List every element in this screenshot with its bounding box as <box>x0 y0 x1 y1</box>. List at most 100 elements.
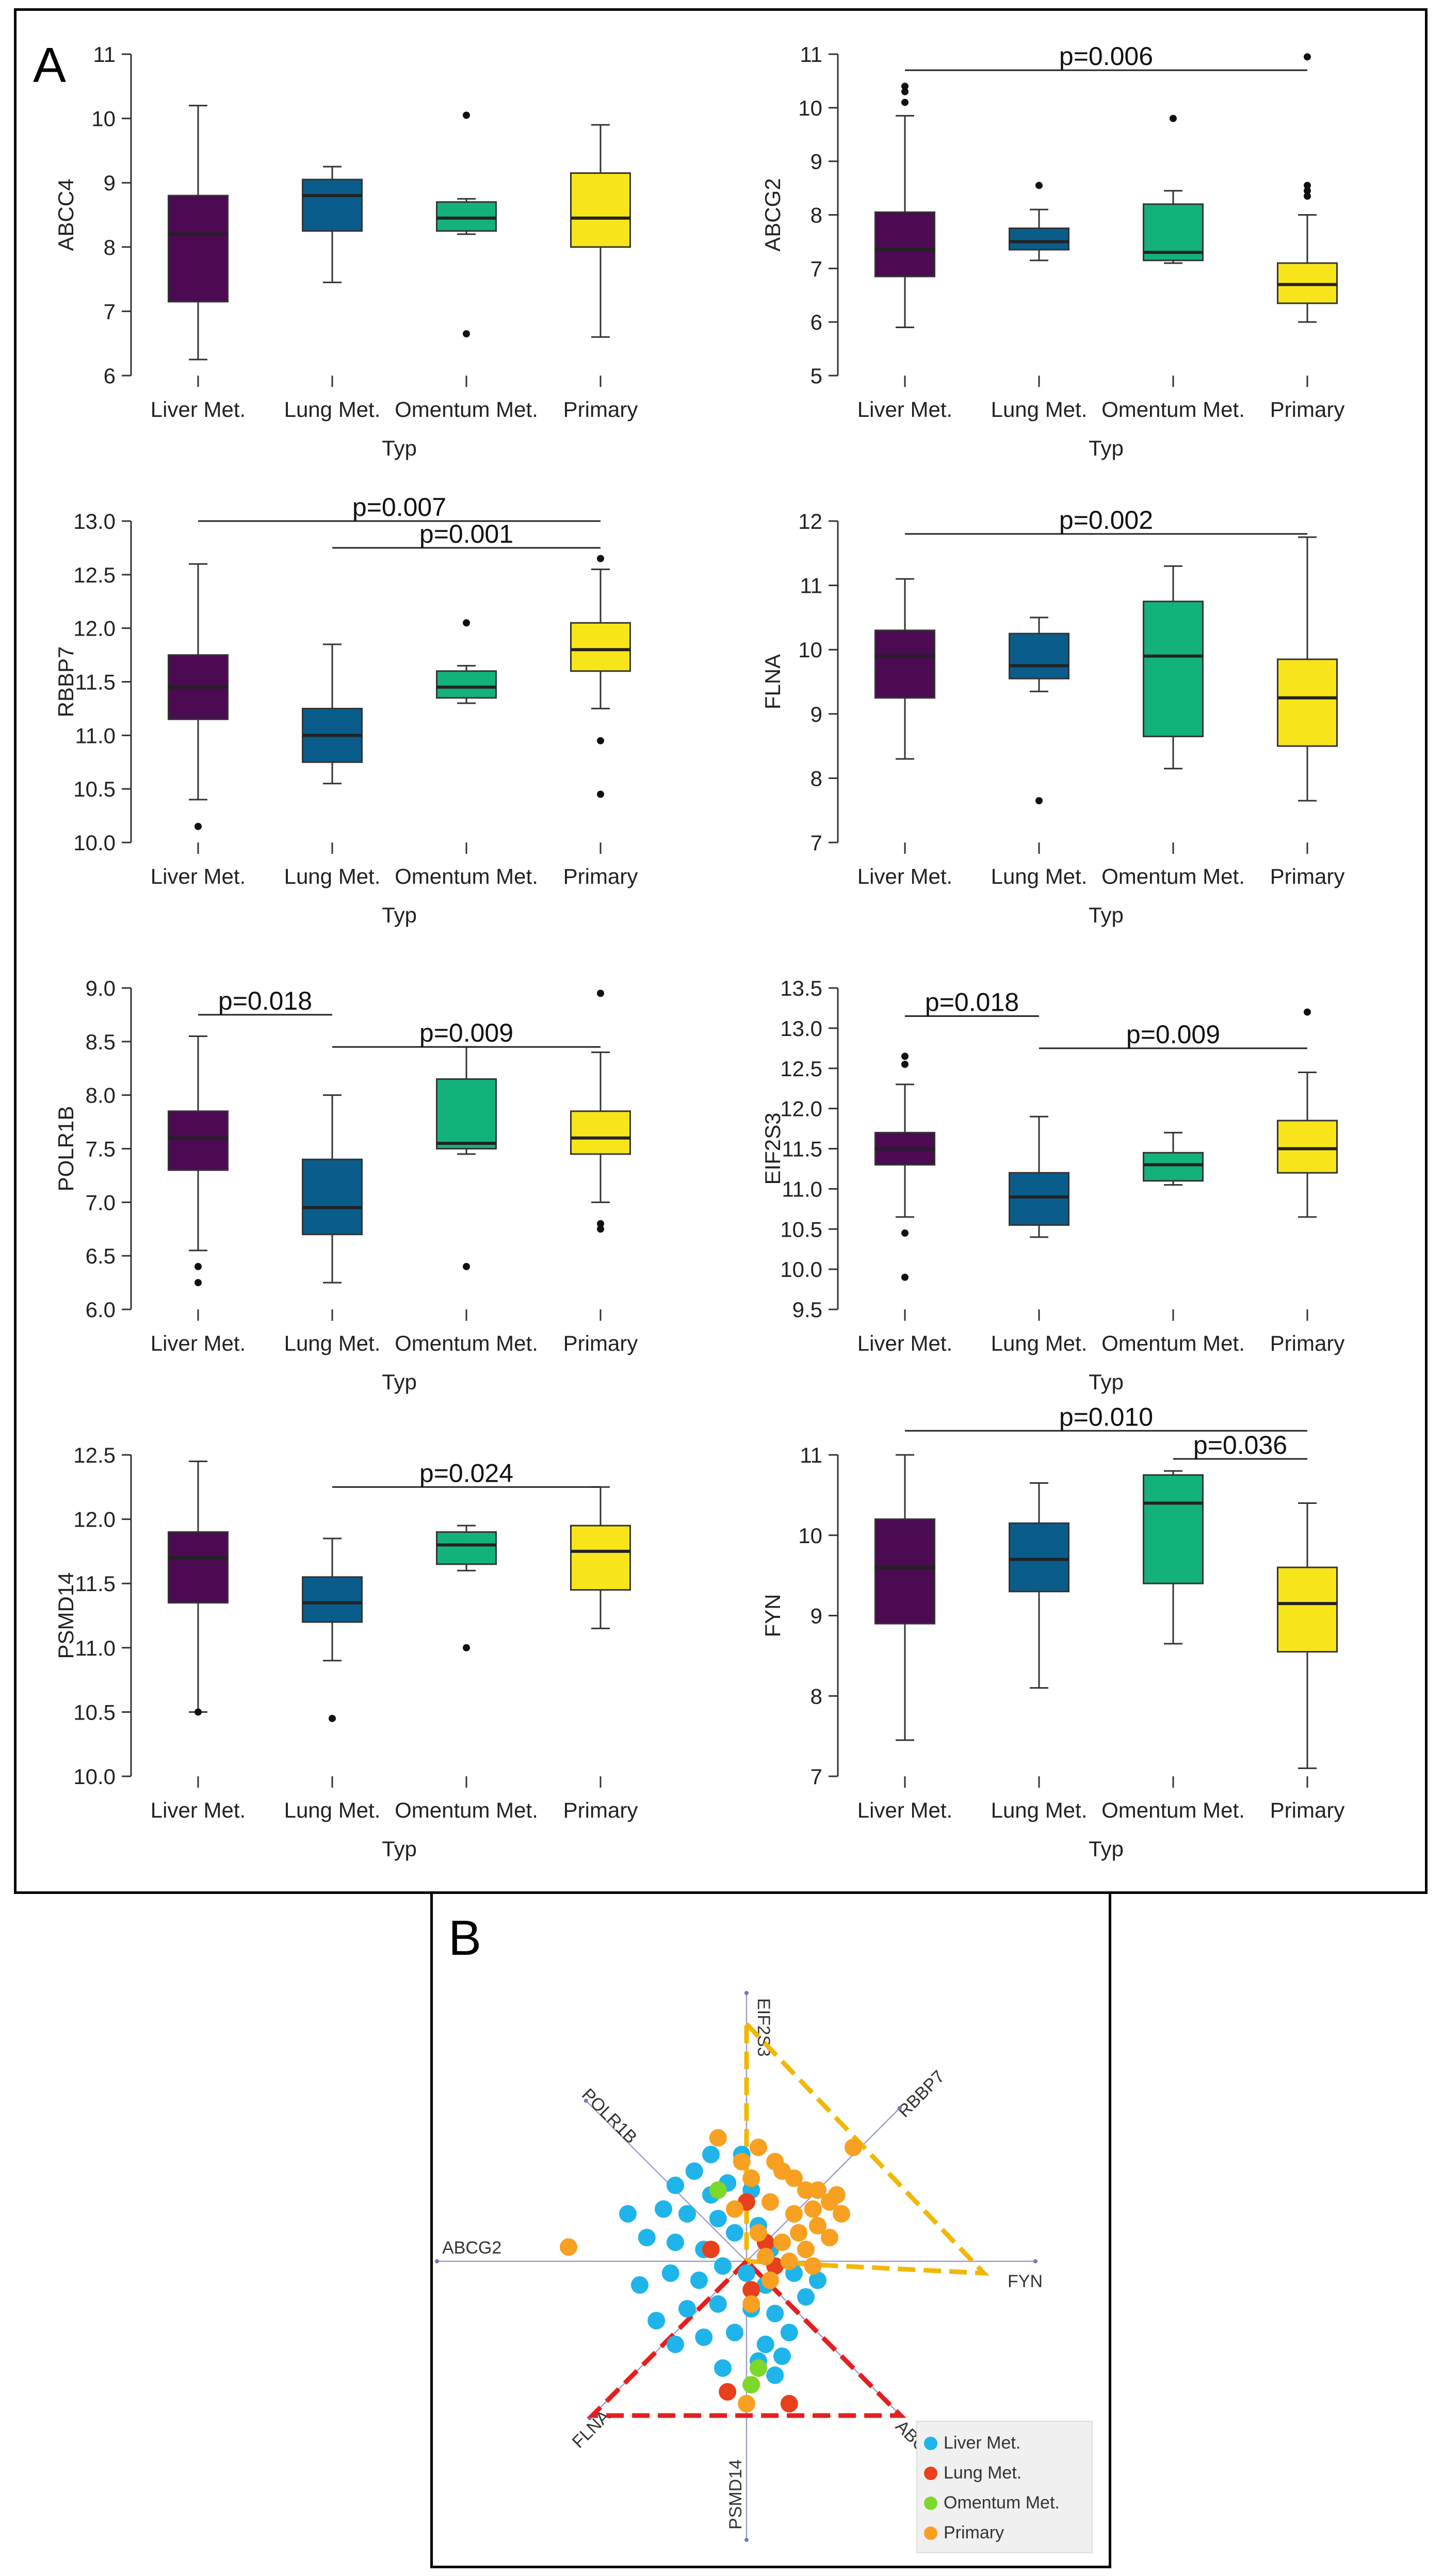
y-tick-label: 11 <box>800 42 822 67</box>
y-tick-label: 8 <box>810 766 822 790</box>
outlier-point <box>597 555 604 562</box>
x-tick-label: Liver Met. <box>151 864 246 888</box>
x-tick-label: Liver Met. <box>857 397 952 422</box>
box-iqr <box>1143 1474 1204 1584</box>
data-point-primary <box>773 2233 791 2251</box>
outlier-point <box>597 1220 604 1227</box>
box-3 <box>570 1486 631 1629</box>
outlier-point <box>463 111 470 119</box>
box-iqr <box>1277 1120 1338 1174</box>
data-point-primary <box>804 2257 822 2275</box>
x-tick-label: Omentum Met. <box>395 864 538 888</box>
axis-label-polr1b: POLR1B <box>578 2085 641 2148</box>
panel-b: B EIF2S3RBBP7FYNABCC4PSMD14FLNAABCG2POLR… <box>430 1891 1111 2568</box>
outlier-point <box>1304 182 1311 189</box>
data-point-liver <box>766 2366 784 2384</box>
y-tick-label: 12.5 <box>73 1443 116 1467</box>
data-point-primary <box>750 2138 767 2157</box>
data-point-lung <box>742 2281 760 2299</box>
panel-a: A 6 7 8 9 10 11 ABCC4 Liver Met. Lung Met. Omentu… <box>14 8 1428 1894</box>
y-tick-label: 8.0 <box>86 1083 116 1108</box>
box-iqr <box>1009 633 1069 679</box>
axis-end-marker <box>435 2259 439 2263</box>
p-value-label: p=0.018 <box>925 988 1019 1017</box>
outlier-point <box>901 83 909 90</box>
box-3 <box>1277 53 1338 323</box>
y-tick-label: 10.0 <box>73 1764 116 1789</box>
data-point-liver <box>797 2288 815 2306</box>
y-tick-label: 6.0 <box>86 1298 116 1322</box>
outlier-point <box>901 1052 909 1060</box>
outlier-point <box>597 737 604 744</box>
data-point-liver <box>714 2359 732 2377</box>
outlier-point <box>1304 192 1311 200</box>
outlier-point <box>901 1060 909 1068</box>
x-tick-label: Primary <box>563 1798 638 1822</box>
outlier-point <box>597 790 604 798</box>
x-tick-label: Omentum Met. <box>395 397 538 422</box>
legend-label: Lung Met. <box>944 2463 1022 2483</box>
legend-marker <box>924 2467 937 2480</box>
outlier-point <box>1304 187 1311 195</box>
y-tick-label: 9 <box>810 150 822 174</box>
data-point-liver <box>638 2229 656 2246</box>
x-tick-label: Omentum Met. <box>395 1331 538 1355</box>
box-iqr <box>874 211 935 278</box>
box-iqr <box>168 1110 229 1171</box>
outlier-point <box>1304 53 1311 61</box>
box-iqr <box>302 1576 363 1623</box>
box-iqr <box>1277 1566 1338 1653</box>
box-iqr <box>1009 1522 1069 1593</box>
y-tick-label: 9 <box>810 702 822 726</box>
y-tick-label: 12.0 <box>73 617 116 641</box>
data-point-liver <box>702 2146 720 2163</box>
data-point-liver <box>773 2347 791 2365</box>
box-1 <box>302 1094 363 1284</box>
x-tick-label: Liver Met. <box>151 1798 246 1822</box>
data-point-liver <box>667 2233 684 2251</box>
y-tick-label: 10 <box>91 107 116 131</box>
data-point-liver <box>647 2312 666 2329</box>
p-value-label: p=0.002 <box>1059 506 1153 534</box>
y-tick-label: 8 <box>810 203 822 228</box>
box-iqr <box>1009 227 1069 251</box>
y-tick-label: 13.0 <box>780 1016 822 1041</box>
box-0 <box>168 1460 229 1716</box>
y-tick-label: 10 <box>798 638 822 662</box>
y-tick-label: 8 <box>104 235 116 260</box>
data-point-liver <box>695 2328 713 2346</box>
y-tick-label: 11 <box>800 574 822 598</box>
p-value-label: p=0.018 <box>218 986 312 1015</box>
axis-label-fyn: FYN <box>1008 2272 1043 2291</box>
box-iqr <box>436 201 497 232</box>
y-tick-label: 10.5 <box>73 777 116 801</box>
y-tick-label: 11.0 <box>75 1636 116 1660</box>
boxplot-grid: 6 7 8 9 10 11 ABCC4 Liver Met. Lung Met. Omentum … <box>54 42 1344 1861</box>
data-point-omentum <box>742 2376 760 2394</box>
axis-end-marker <box>897 2106 902 2111</box>
y-tick-label: 10.0 <box>780 1257 822 1282</box>
outlier-point <box>463 1262 470 1270</box>
data-point-primary <box>809 2181 826 2199</box>
data-point-primary <box>560 2238 577 2256</box>
data-point-primary <box>761 2271 779 2289</box>
y-tick-label: 6.5 <box>86 1244 116 1268</box>
x-axis-label: Typ <box>1089 903 1124 927</box>
data-point-primary <box>821 2229 838 2246</box>
y-tick-label: 12 <box>798 509 822 533</box>
y-tick-label: 7.0 <box>86 1190 116 1214</box>
y-tick-label: 9 <box>104 171 116 195</box>
data-point-primary <box>785 2169 803 2187</box>
y-tick-label: 7 <box>810 831 822 855</box>
x-tick-label: Omentum Met. <box>1101 864 1245 888</box>
y-tick-label: 11.5 <box>782 1137 822 1161</box>
axis-end-marker <box>583 2098 588 2103</box>
box-2 <box>436 619 497 704</box>
y-tick-label: 10 <box>798 1524 822 1548</box>
outlier-point <box>1035 182 1043 189</box>
y-tick-label: 7 <box>810 1764 822 1789</box>
outlier-point <box>901 1273 909 1281</box>
x-axis-label: Typ <box>382 436 417 460</box>
box-3 <box>570 124 631 338</box>
y-tick-label: 13.5 <box>780 976 822 1000</box>
